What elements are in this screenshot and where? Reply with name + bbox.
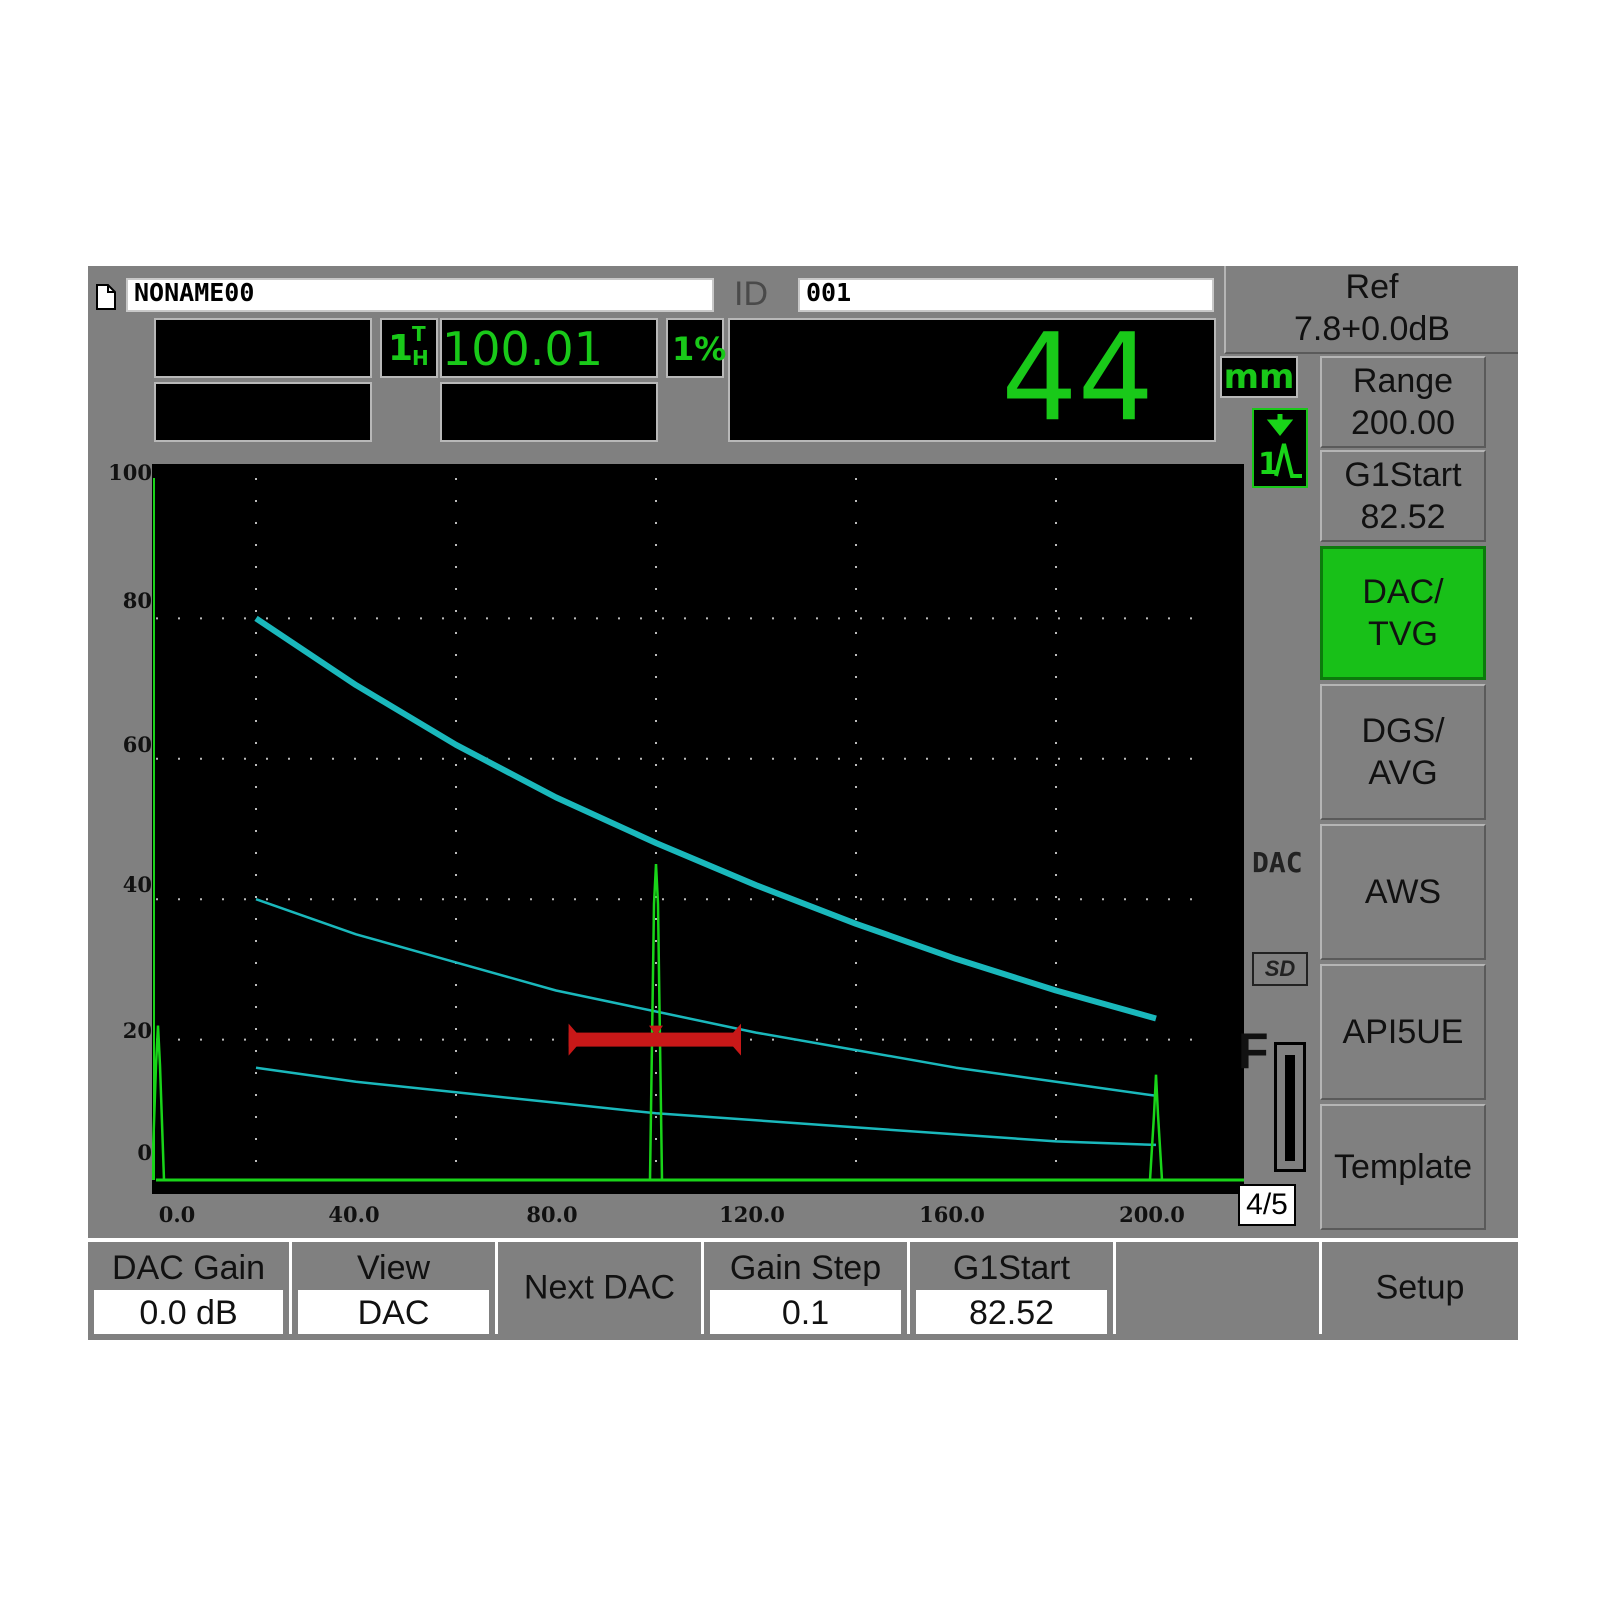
x-tick: 40.0 <box>328 1202 380 1227</box>
a-scan-display[interactable] <box>152 464 1244 1194</box>
range-value: 200.00 <box>1351 404 1455 442</box>
amp-tag-box: 1% <box>666 318 727 378</box>
big-readout: 44 <box>1001 309 1154 448</box>
empty-bottom-key[interactable] <box>1116 1242 1322 1334</box>
dac-status: DAC <box>1252 846 1303 879</box>
reading-box-2 <box>154 382 372 442</box>
ref-label: Ref <box>1345 268 1399 306</box>
y-tick: 20 <box>122 1018 152 1043</box>
view-value: DAC <box>298 1290 489 1334</box>
units-indicator: mm <box>1220 356 1298 398</box>
y-tick: 60 <box>122 732 152 757</box>
dac-tvg-line1: DAC/ <box>1362 573 1444 611</box>
thickness-readout: 100.01 <box>442 322 603 376</box>
dac-gain-key[interactable]: DAC Gain 0.0 dB <box>88 1242 292 1334</box>
echo-peak <box>1148 1074 1164 1181</box>
x-tick: 200.0 <box>1119 1202 1185 1227</box>
y-tick: 80 <box>122 588 152 613</box>
gate-g1-marker <box>649 1025 663 1036</box>
g1start-value: 82.52 <box>1360 498 1446 536</box>
view-label: View <box>298 1248 489 1287</box>
flaw-detector-screen: NONAME00 ID 001 Ref 7.8+0.0dB 1 T H 100.… <box>88 266 1518 1340</box>
range-label: Range <box>1352 362 1454 400</box>
dac-tvg-key[interactable]: DAC/TVG <box>1320 546 1486 680</box>
x-axis: 0.0 40.0 80.0 120.0 160.0 200.0 <box>152 1196 1244 1232</box>
g1start-label: G1Start <box>1344 456 1462 494</box>
gain-step-key[interactable]: Gain Step 0.1 <box>704 1242 910 1334</box>
freeze-indicator: F <box>1238 1023 1269 1079</box>
echo-peak <box>648 864 664 1181</box>
id-label: ID <box>734 275 768 313</box>
x-tick: 160.0 <box>919 1202 985 1227</box>
aws-key[interactable]: AWS <box>1320 824 1486 960</box>
id-field[interactable]: 001 <box>798 278 1214 312</box>
file-name-field[interactable]: NONAME00 <box>126 278 714 312</box>
y-tick: 0 <box>137 1140 152 1165</box>
aws-label: AWS <box>1364 873 1442 911</box>
api5ue-label: API5UE <box>1342 1013 1464 1051</box>
template-key[interactable]: Template <box>1320 1104 1486 1230</box>
svg-text:1: 1 <box>1258 447 1279 482</box>
y-tick: 100 <box>108 460 152 485</box>
thickness-readout-box: 100.01 <box>440 318 658 378</box>
g1start-bottom-key[interactable]: G1Start 82.52 <box>910 1242 1116 1334</box>
dac-curve-minus6 <box>255 898 1157 1098</box>
setup-key[interactable]: Setup <box>1322 1242 1518 1334</box>
gate-tag: 1 <box>388 328 414 369</box>
ref-value: 7.8+0.0dB <box>1294 310 1450 348</box>
next-dac-key[interactable]: Next DAC <box>498 1242 704 1334</box>
bottom-bar-divider <box>88 1238 1518 1242</box>
dac-gain-value: 0.0 dB <box>94 1290 283 1334</box>
menu-page-indicator: 4/5 <box>1238 1184 1296 1226</box>
view-key[interactable]: View DAC <box>292 1242 498 1334</box>
gate-g1-bar <box>568 1032 741 1047</box>
g1start-bottom-label: G1Start <box>916 1248 1107 1287</box>
y-axis: 100 80 60 40 20 0 <box>88 442 152 1202</box>
gain-step-value: 0.1 <box>710 1290 901 1334</box>
next-dac-label: Next DAC <box>523 1268 676 1307</box>
battery-icon <box>1274 1042 1306 1172</box>
dac-tvg-line2: TVG <box>1368 615 1438 653</box>
gain-step-label: Gain Step <box>710 1248 901 1287</box>
gate-tag-box: 1 T H <box>380 318 438 378</box>
gate-g1-end-cap <box>727 1023 741 1056</box>
echo-peak <box>152 1025 166 1181</box>
template-label: Template <box>1334 1148 1472 1186</box>
gate-g1-start-cap <box>568 1023 583 1056</box>
dac-curve-main <box>254 615 1157 1022</box>
dac-gain-label: DAC Gain <box>94 1248 283 1287</box>
setup-label: Setup <box>1375 1268 1465 1307</box>
x-tick: 80.0 <box>526 1202 578 1227</box>
dgs-avg-line2: AVG <box>1368 754 1438 792</box>
file-icon <box>94 284 118 310</box>
x-tick: 0.0 <box>158 1202 196 1227</box>
dac-curve-minus12 <box>255 1066 1157 1147</box>
dgs-avg-key[interactable]: DGS/AVG <box>1320 684 1486 820</box>
reading-box-1 <box>154 318 372 378</box>
g1start-bottom-value: 82.52 <box>916 1290 1107 1334</box>
sd-card-icon: SD <box>1252 952 1308 986</box>
dgs-avg-line1: DGS/ <box>1361 712 1445 750</box>
gate-tag-sup: T <box>412 322 426 346</box>
range-key[interactable]: Range 200.00 <box>1320 356 1486 448</box>
reading-box-3 <box>440 382 658 442</box>
big-readout-box: 44 <box>728 314 1216 444</box>
gate-tag-sub: H <box>412 346 429 370</box>
probe-icon: 1 <box>1252 408 1308 488</box>
x-tick: 120.0 <box>719 1202 785 1227</box>
g1start-key[interactable]: G1Start 82.52 <box>1320 450 1486 542</box>
amp-tag: 1% <box>672 330 727 368</box>
api5ue-key[interactable]: API5UE <box>1320 964 1486 1100</box>
ref-gain-box[interactable]: Ref 7.8+0.0dB <box>1224 266 1518 354</box>
y-tick: 40 <box>122 872 152 897</box>
